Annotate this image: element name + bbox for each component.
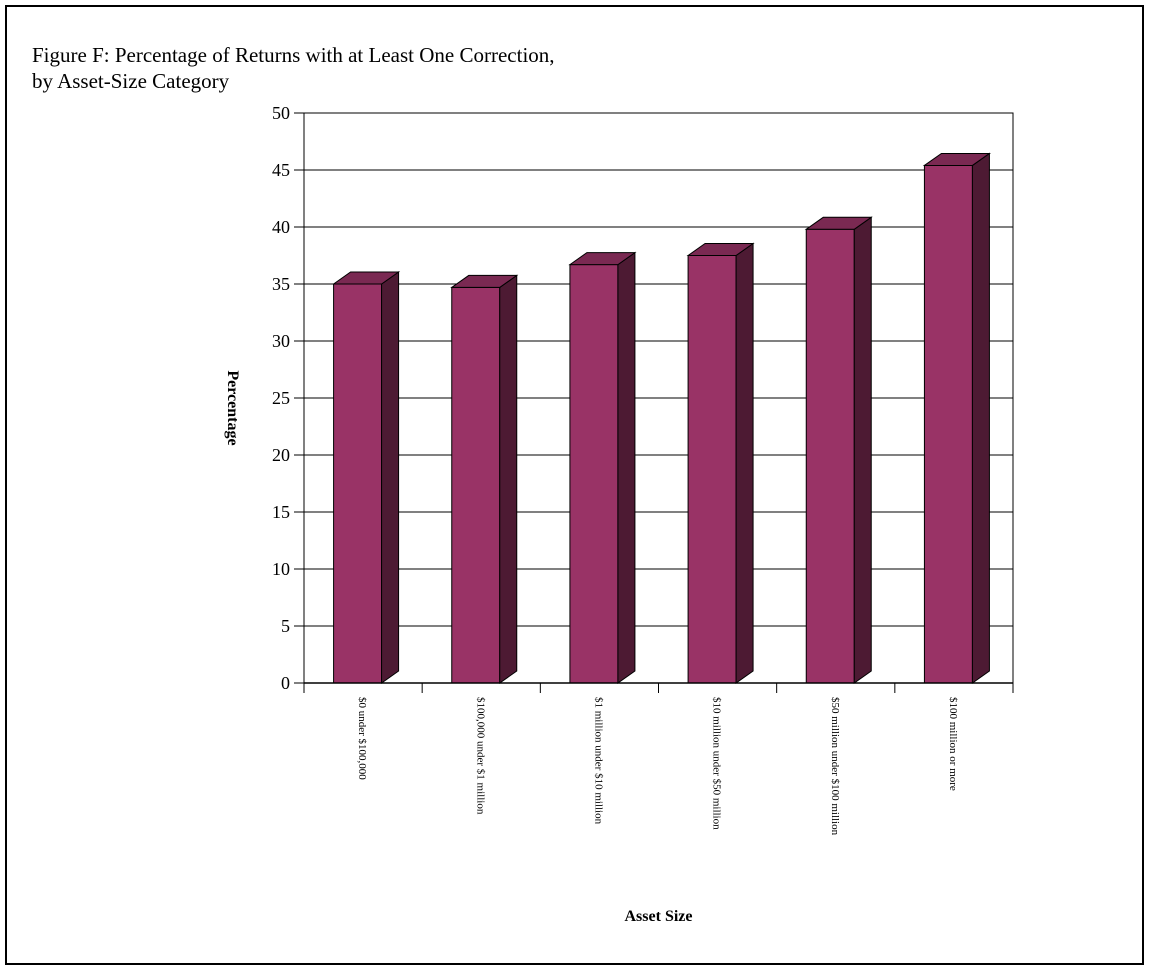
y-tick-label: 50 bbox=[272, 103, 290, 123]
y-axis: 0 5 10 15 20 25 30 35 40 45 50 bbox=[272, 103, 304, 693]
bar-top bbox=[804, 216, 873, 230]
bar-front bbox=[569, 264, 619, 684]
bar-side bbox=[735, 242, 754, 684]
bar-top bbox=[568, 252, 637, 266]
bar bbox=[922, 152, 991, 684]
y-tick-label: 45 bbox=[272, 160, 290, 180]
bar-front bbox=[923, 164, 973, 684]
bar-side bbox=[971, 152, 990, 684]
bar bbox=[568, 251, 637, 684]
bar-top bbox=[686, 243, 755, 256]
x-axis-title: Asset Size bbox=[625, 908, 693, 925]
bars bbox=[332, 152, 991, 684]
x-axis: $0 under $100,000 $100,000 under $1 milli… bbox=[303, 682, 1014, 836]
y-tick-label: 25 bbox=[272, 388, 290, 408]
bar-front bbox=[805, 228, 855, 684]
bar-front bbox=[451, 286, 501, 684]
bar bbox=[332, 271, 401, 684]
x-tick-label: $50 million under $100 million bbox=[829, 697, 841, 836]
y-axis-title: Percentage bbox=[224, 370, 241, 445]
bar-chart: 0 5 10 15 20 25 30 35 40 45 50 $0 under $100,000 $1… bbox=[224, 103, 1014, 925]
bar-top bbox=[922, 152, 991, 166]
x-tick-label: $1 million under $10 million bbox=[592, 697, 604, 825]
bar-top bbox=[450, 274, 519, 288]
figure-title-line-2: by Asset-Size Category bbox=[32, 69, 230, 93]
figure-title: Figure F: Percentage of Returns with at … bbox=[32, 42, 555, 94]
y-tick-label: 35 bbox=[272, 274, 290, 294]
y-tick-label: 10 bbox=[272, 559, 290, 579]
bar-side bbox=[381, 271, 400, 684]
bar-side bbox=[499, 274, 518, 684]
x-tick-label: $10 million under $50 million bbox=[711, 697, 723, 830]
bar bbox=[450, 274, 519, 684]
y-tick-label: 5 bbox=[281, 616, 290, 636]
x-tick-label: $0 under $100,000 bbox=[356, 697, 368, 780]
y-tick-label: 20 bbox=[272, 445, 290, 465]
y-tick-label: 40 bbox=[272, 217, 290, 237]
bar-front bbox=[687, 255, 737, 684]
bar bbox=[686, 242, 755, 684]
figure-title-line-1: Figure F: Percentage of Returns with at … bbox=[32, 43, 555, 67]
y-tick-label: 0 bbox=[281, 673, 290, 693]
bar bbox=[804, 216, 873, 684]
gridlines bbox=[304, 112, 1013, 627]
bar-front bbox=[333, 283, 383, 684]
y-tick-label: 30 bbox=[272, 331, 290, 351]
bar-side bbox=[853, 216, 872, 684]
y-tick-label: 15 bbox=[272, 502, 290, 522]
x-tick-label: $100 million or more bbox=[947, 697, 959, 791]
bar-top bbox=[332, 271, 401, 285]
bar-side bbox=[617, 251, 636, 684]
x-tick-label: $100,000 under $1 million bbox=[474, 697, 486, 815]
